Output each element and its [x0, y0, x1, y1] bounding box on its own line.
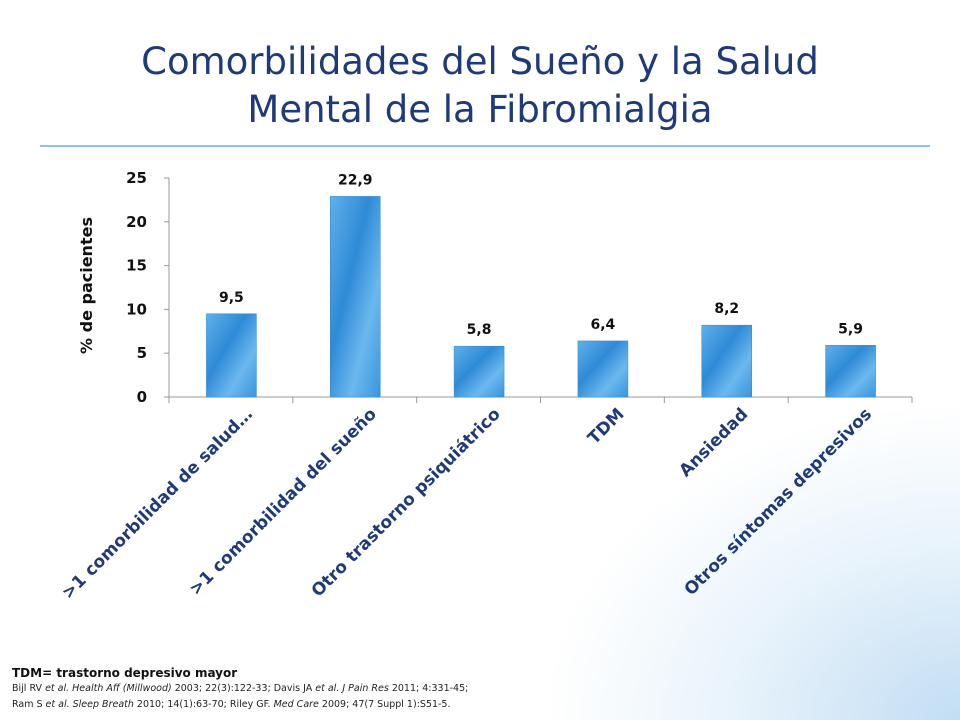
title-divider [40, 145, 930, 147]
reference-segment: 2010; 14(1):63-70; Riley GF. [133, 699, 274, 710]
bar [577, 340, 629, 398]
y-tick-label: 0 [137, 388, 147, 406]
bar [330, 196, 381, 398]
y-tick-label: 10 [126, 300, 147, 318]
bar [453, 345, 505, 398]
bar [206, 313, 257, 398]
category-label: >1 comorbilidad de salud… [58, 404, 257, 603]
reference-line-1: Bijl RV et al. Health Aff (Millwood) 200… [12, 683, 468, 694]
reference-segment: et al. Health Aff (Millwood) [45, 683, 172, 694]
reference-segment: 2009; 47(7 Suppl 1):S51-5. [318, 699, 451, 710]
y-tick-label: 5 [137, 344, 147, 362]
bar [701, 324, 752, 398]
reference-segment: 2011; 4:331-45; [388, 683, 469, 694]
data-label: 8,2 [714, 301, 739, 317]
reference-segment: et al. J Pain Res [315, 683, 389, 694]
y-tick-label: 25 [126, 169, 147, 187]
data-label: 6,4 [591, 317, 616, 333]
bar [825, 345, 876, 398]
data-label: 5,8 [467, 322, 492, 338]
title-line-1: Comorbilidades del Sueño y la Salud [141, 40, 819, 83]
category-label: Ansiedad [676, 404, 753, 481]
reference-segment: Bijl RV [12, 683, 46, 694]
data-label: 22,9 [338, 172, 373, 188]
reference-line-2: Ram S et al. Sleep Breath 2010; 14(1):63… [12, 699, 451, 710]
reference-segment: Ram S [12, 699, 46, 710]
bar-chart: 0 5 10 15 20 25 % de pacientes 9,5 >1 comorbilid… [58, 169, 913, 603]
y-tick-label: 15 [126, 257, 147, 275]
title-line-2: Mental de la Fibromialgia [247, 88, 713, 131]
data-label: 9,5 [219, 290, 244, 306]
slide-title: Comorbilidades del Sueño y la Salud Ment… [0, 38, 960, 134]
y-axis-label: % de pacientes [77, 217, 96, 354]
reference-segment: 2003; 22(3):122-33; Davis JA [171, 683, 316, 694]
chart-plot: 0 5 10 15 20 25 % de pacientes 9,5 >1 comorbilid… [58, 169, 913, 603]
y-tick-label: 20 [126, 213, 147, 231]
footnote: TDM= trastorno depresivo mayor [12, 666, 238, 680]
reference-segment: Med Care [273, 699, 319, 710]
reference-segment: et al. Sleep Breath [45, 699, 134, 710]
category-label: TDM [584, 404, 628, 448]
data-label: 5,9 [838, 321, 863, 337]
